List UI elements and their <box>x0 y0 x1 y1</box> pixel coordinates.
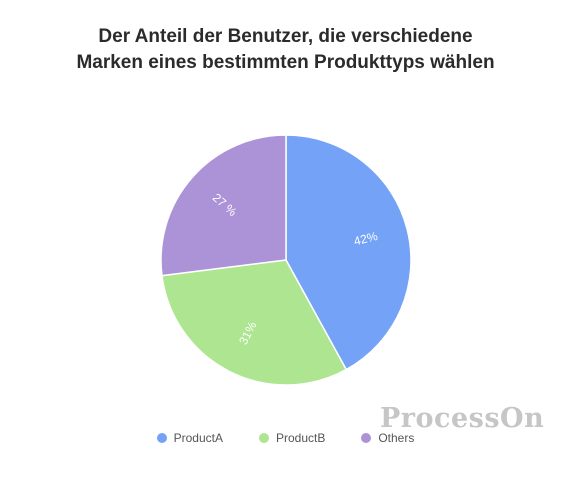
legend: ProductA ProductB Others <box>0 431 571 445</box>
chart-title: Der Anteil der Benutzer, die verschieden… <box>0 24 571 76</box>
pie-label-producta: 42% <box>352 229 379 249</box>
pie-slice-productb[interactable] <box>161 259 348 386</box>
legend-dot-producta <box>156 433 167 443</box>
legend-item-producta[interactable]: ProductA <box>156 431 223 445</box>
chart-title-line-1: Der Anteil der Benutzer, die verschieden… <box>98 26 473 47</box>
legend-item-productb[interactable]: ProductB <box>258 431 326 445</box>
legend-dot-productb <box>258 433 269 443</box>
pie-slice-others[interactable] <box>160 134 287 277</box>
processon-watermark: ProcessOn <box>380 403 545 434</box>
pie-slice-producta[interactable] <box>285 134 412 371</box>
legend-item-others[interactable]: Others <box>361 431 414 445</box>
legend-label-producta: ProductA <box>173 431 223 445</box>
chart-title-line-2: Marken eines bestimmten Produkttyps wähl… <box>76 52 495 73</box>
legend-label-others: Others <box>378 431 415 445</box>
legend-dot-others <box>361 433 372 443</box>
legend-label-productb: ProductB <box>275 431 326 445</box>
